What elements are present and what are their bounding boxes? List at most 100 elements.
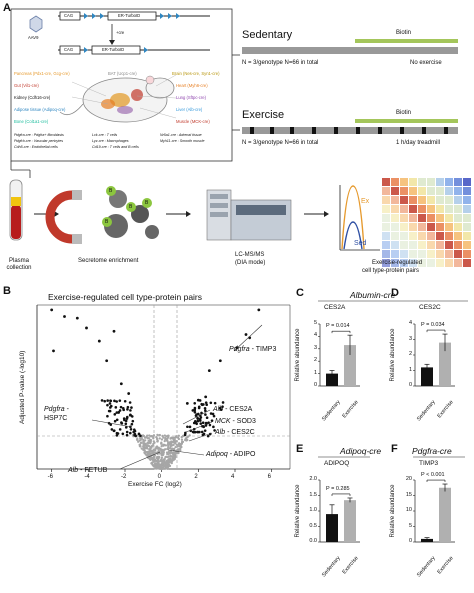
volcano-xtick-label: -2 (121, 474, 127, 480)
construct-frame (10, 8, 233, 162)
volcano-point-ns (163, 439, 166, 443)
volcano-point-ns (161, 453, 165, 457)
volcano-point-sig (115, 400, 118, 403)
volcano-point-ns (162, 467, 166, 470)
volcano-point-sig (133, 429, 137, 433)
volcano-point-sig (211, 412, 215, 416)
volcano-point (52, 349, 55, 353)
volcano-point-ns (157, 455, 160, 458)
volcano-point (207, 369, 211, 372)
volcano-xtick-label: 2 (194, 474, 198, 480)
volcano-point-sig (125, 430, 129, 434)
volcano-point (204, 395, 208, 399)
volcano-point-ns (156, 439, 159, 442)
volcano-point-ns (151, 452, 154, 455)
er-label-1: ER-TurboID (118, 13, 141, 18)
volcano-point-sig (212, 425, 215, 429)
volcano-point-sig (219, 408, 223, 411)
volcano-point-sig (124, 422, 128, 426)
volcano-point-ns (173, 441, 177, 444)
celltype-label: Cdh5-cre : Endothelial cells (14, 145, 58, 149)
volcano-point-ns (182, 434, 185, 438)
volcano-point-ns (149, 442, 152, 445)
volcano-point-ns (142, 440, 145, 443)
panel-letter: C (296, 287, 304, 299)
volcano-point (119, 382, 123, 386)
volcano-point-ns (185, 436, 189, 439)
volcano-point-sig (204, 401, 208, 404)
bar (421, 538, 433, 542)
celltype-label: Pdgfra-cre : Pdgfra+ fibroblasts (14, 133, 64, 137)
volcano-xtick-label: -6 (47, 474, 53, 480)
bar-ytick-label: 0 (313, 382, 317, 388)
volcano-point-ns (165, 439, 168, 442)
volcano-point-sig (193, 430, 197, 434)
bar-ytick-label: 20 (405, 476, 412, 482)
volcano-point-sig (106, 399, 109, 402)
p-value-label: P < 0.001 (421, 472, 445, 479)
volcano-point-sig (200, 430, 204, 434)
volcano-point-ns (162, 459, 166, 462)
celltype-label: Lck-cre : T cells (92, 133, 118, 137)
volcano-point-sig (201, 421, 205, 424)
volcano-title: Exercise-regulated cell type-protein pai… (48, 292, 203, 302)
volcano-point-ns (175, 443, 178, 446)
volcano-point-sig (196, 419, 200, 423)
volcano-point-ns (174, 455, 177, 459)
celltype-label: Cd19-cre : T cells and B cells (92, 145, 139, 149)
p-value-label: P = 0.034 (421, 322, 445, 329)
volcano-point-sig (199, 422, 203, 425)
volcano-point-ns (168, 458, 171, 461)
label-hsp: HSP7C (44, 415, 68, 422)
tissue-label: Brain (Nes-cre, Syn1-cre) (172, 71, 220, 76)
volcano-point-sig (116, 432, 120, 435)
volcano-point-ns (136, 438, 139, 441)
volcano-point-ns (142, 442, 145, 445)
bar-ylabel: Relative abundance (390, 484, 396, 538)
volcano-point-ns (149, 438, 152, 442)
volcano-point-ns (175, 440, 178, 443)
volcano-point-ns (156, 433, 159, 437)
volcano-point (50, 308, 54, 312)
volcano-point-ns (160, 442, 163, 445)
volcano-point-sig (204, 413, 207, 416)
volcano-xtick-label: 6 (267, 474, 271, 480)
volcano-point-sig (206, 434, 210, 438)
volcano-point-ns (143, 436, 147, 439)
volcano-point-ns (163, 443, 166, 447)
volcano-point-ns (170, 460, 173, 464)
volcano-point-ns (168, 461, 171, 464)
volcano-point (196, 398, 200, 402)
label-alb-ces2a: Alb - CES2A (213, 406, 253, 413)
volcano-point (75, 316, 79, 320)
cag-label-2: CAG (64, 47, 74, 52)
volcano-point-ns (164, 464, 167, 468)
volcano-point-ns (143, 447, 146, 450)
exercise-n: N = 3/genotype N=66 in total (242, 140, 319, 146)
sedentary-biotin-bar (355, 39, 458, 43)
tissue-label: Bone (Col1a1-cre) (14, 119, 49, 124)
bar (344, 500, 356, 542)
panel-a-letter: A (3, 2, 11, 14)
sedentary-note: No exercise (410, 60, 442, 66)
volcano-point-sig (126, 408, 129, 411)
sedentary-title: Sedentary (242, 29, 293, 41)
cag-label-1: CAG (64, 13, 74, 18)
tissue-label: BAT (Ucp1-cre) (108, 71, 137, 76)
volcano-point-ns (172, 443, 175, 447)
volcano-point-ns (149, 440, 152, 443)
bar-ytick-label: 4 (408, 320, 412, 326)
aav-virus-icon (29, 15, 43, 33)
tissue-label: Adipose tissue (Adipoq-cre) (14, 107, 66, 112)
er-box-1 (107, 11, 157, 21)
pairs-label-1: Exercise-regulated (372, 260, 423, 266)
volcano-ylabel: Adjusted P-value (-log10) (18, 350, 26, 424)
volcano-point-sig (186, 425, 189, 429)
bar-ytick-label: 1 (408, 366, 412, 373)
volcano-point (244, 333, 248, 336)
tissue-label: Pancreas (Pdx1-cre, Gcg-cre) (14, 71, 70, 76)
volcano-point-ns (166, 437, 169, 440)
volcano-point-sig (193, 402, 197, 405)
bar (326, 373, 338, 386)
tissue-label: Kidney (Cdh16-cre) (14, 95, 51, 100)
